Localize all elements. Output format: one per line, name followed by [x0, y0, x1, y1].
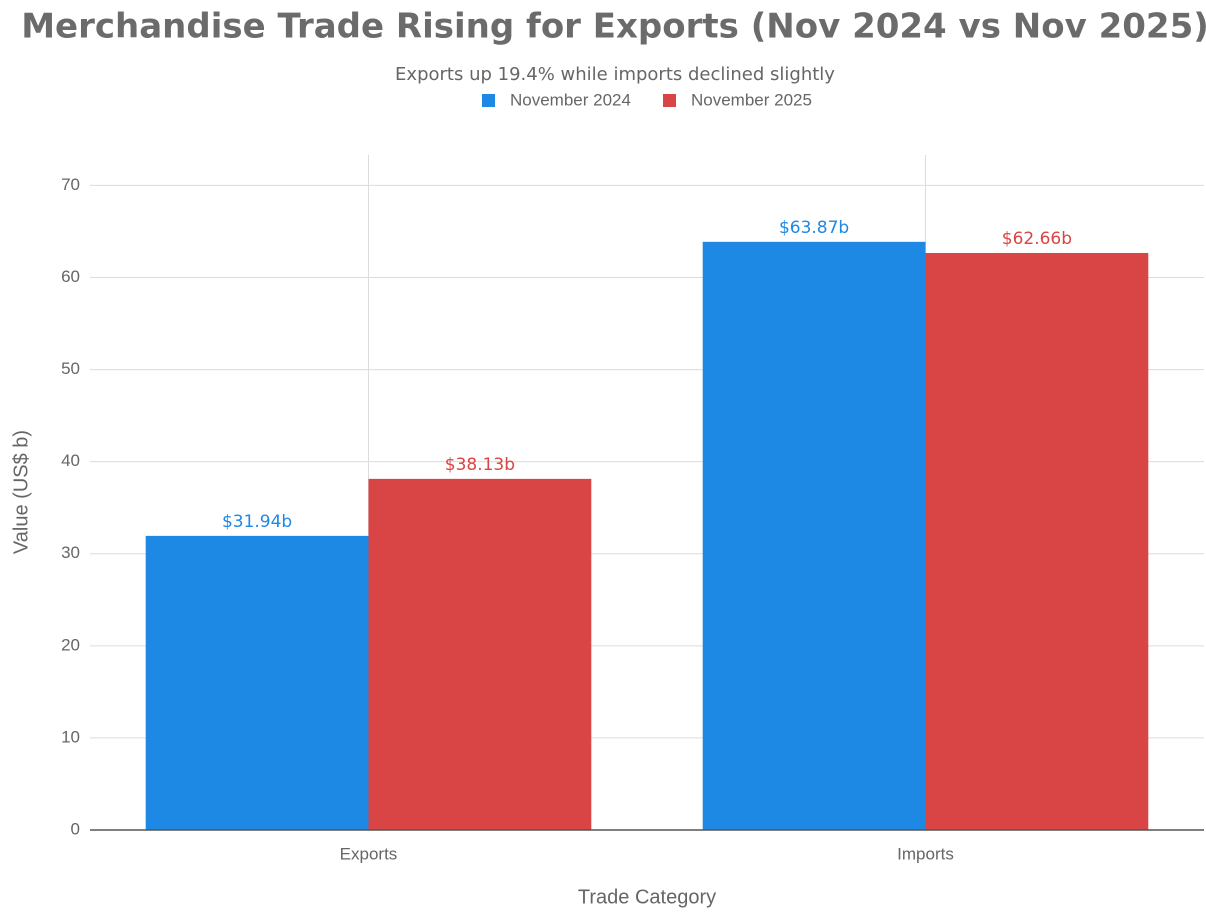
- x-tick-label: Imports: [897, 844, 954, 863]
- value-label: $63.87b: [779, 218, 849, 238]
- y-tick-label: 50: [61, 359, 80, 378]
- y-tick-label: 30: [61, 543, 80, 562]
- legend-swatch: [482, 94, 495, 107]
- bar: [368, 478, 592, 830]
- bar: [702, 241, 926, 831]
- y-tick-label: 40: [61, 451, 80, 470]
- y-tick-label: 20: [61, 635, 80, 654]
- value-label: $38.13b: [445, 455, 515, 475]
- chart-subtitle: Exports up 19.4% while imports declined …: [395, 64, 835, 85]
- y-tick-label: 70: [61, 175, 80, 194]
- bar: [925, 252, 1149, 830]
- x-tick-label: Exports: [340, 844, 398, 863]
- y-axis-label: Value (US$ b): [10, 430, 32, 554]
- y-tick-label: 0: [71, 819, 80, 838]
- legend-swatch: [663, 94, 676, 107]
- legend-label: November 2024: [510, 90, 631, 109]
- x-axis-label: Trade Category: [578, 886, 716, 908]
- y-tick-label: 10: [61, 727, 80, 746]
- bar: [145, 535, 369, 830]
- chart-title: Merchandise Trade Rising for Exports (No…: [21, 7, 1206, 47]
- legend-label: November 2025: [691, 90, 812, 109]
- y-tick-label: 60: [61, 267, 80, 286]
- value-label: $31.94b: [222, 512, 292, 532]
- value-label: $62.66b: [1002, 229, 1072, 249]
